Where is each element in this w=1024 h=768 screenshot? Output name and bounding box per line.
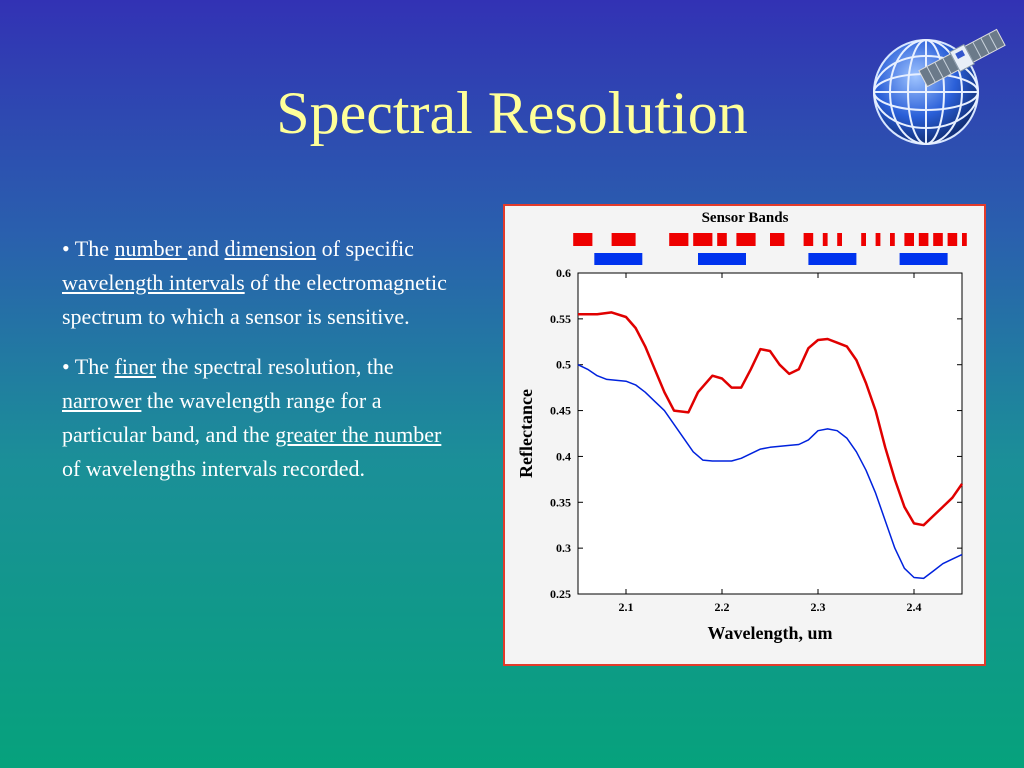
high-res-band <box>803 233 814 246</box>
underlined-term: number <box>114 236 188 261</box>
x-axis-label: Wavelength, um <box>707 623 832 643</box>
bullet-item: • The finer the spectral resolution, the… <box>62 350 462 486</box>
high-res-band <box>947 233 958 246</box>
underlined-term: greater the number <box>275 422 442 447</box>
y-tick-label: 0.4 <box>556 449 571 463</box>
bullet-text: and <box>187 236 225 261</box>
y-tick-label: 0.45 <box>550 404 571 418</box>
y-tick-label: 0.6 <box>556 266 571 280</box>
bullet-text: of wavelengths intervals recorded. <box>62 456 365 481</box>
x-tick-label: 2.3 <box>811 600 826 614</box>
high-res-band <box>573 233 593 246</box>
y-tick-label: 0.35 <box>550 495 571 509</box>
bullet-text: the wavelength range for a particular ba… <box>62 388 382 447</box>
high-res-band <box>611 233 636 246</box>
bullet-item: • The number and dimension of specific w… <box>62 232 462 334</box>
low-res-band <box>808 253 857 265</box>
high-res-band <box>904 233 914 246</box>
underlined-term: finer <box>114 354 157 379</box>
underlined-term: wavelength intervals <box>62 270 245 295</box>
y-tick-label: 0.5 <box>556 358 571 372</box>
high-res-band <box>837 233 842 246</box>
high-res-band <box>717 233 727 246</box>
high-res-band <box>693 233 713 246</box>
high-res-band <box>770 233 785 246</box>
high-res-band <box>669 233 689 246</box>
y-tick-label: 0.3 <box>556 541 571 555</box>
high-res-band <box>822 233 828 246</box>
y-axis-label: Reflectance <box>516 389 536 478</box>
blue-reflectance-line <box>577 364 963 580</box>
bullet-list: • The number and dimension of specific w… <box>62 232 462 502</box>
bullet-text: • The <box>62 236 115 261</box>
high-res-band <box>861 233 866 246</box>
sensor-bands-title: Sensor Bands <box>702 210 789 226</box>
bullet-text: of specific <box>316 236 414 261</box>
low-res-band <box>899 253 948 265</box>
high-res-band <box>962 233 967 246</box>
chart-svg: Sensor Bands 0.25 0.3 0.35 0.4 0.45 0.5 0.55 0.6… <box>516 210 967 643</box>
low-res-band <box>698 253 746 265</box>
high-res-band <box>875 233 881 246</box>
globe-satellite-icon <box>873 28 1006 145</box>
underlined-term: dimension <box>224 236 317 261</box>
high-res-band <box>736 233 756 246</box>
bullet-text: the spectral resolution, the <box>156 354 394 379</box>
y-tick-label: 0.25 <box>550 587 571 601</box>
bullet-text: of the electromagnetic spectrum to which… <box>62 270 447 329</box>
x-tick-label: 2.2 <box>715 600 730 614</box>
x-tick-label: 2.4 <box>907 600 922 614</box>
bullet-text: • The <box>62 354 115 379</box>
y-tick-label: 0.55 <box>550 312 571 326</box>
red-reflectance-line <box>578 311 964 527</box>
high-res-band <box>918 233 929 246</box>
high-res-band <box>933 233 943 246</box>
plot-frame <box>577 272 963 595</box>
slide-title: Spectral Resolution <box>276 80 748 146</box>
spectral-chart: Sensor Bands 0.25 0.3 0.35 0.4 0.45 0.5 0.55 0.6… <box>503 204 986 666</box>
underlined-term: narrower <box>62 388 142 413</box>
high-res-band <box>890 233 895 246</box>
x-tick-label: 2.1 <box>619 600 634 614</box>
low-res-band <box>594 253 643 265</box>
